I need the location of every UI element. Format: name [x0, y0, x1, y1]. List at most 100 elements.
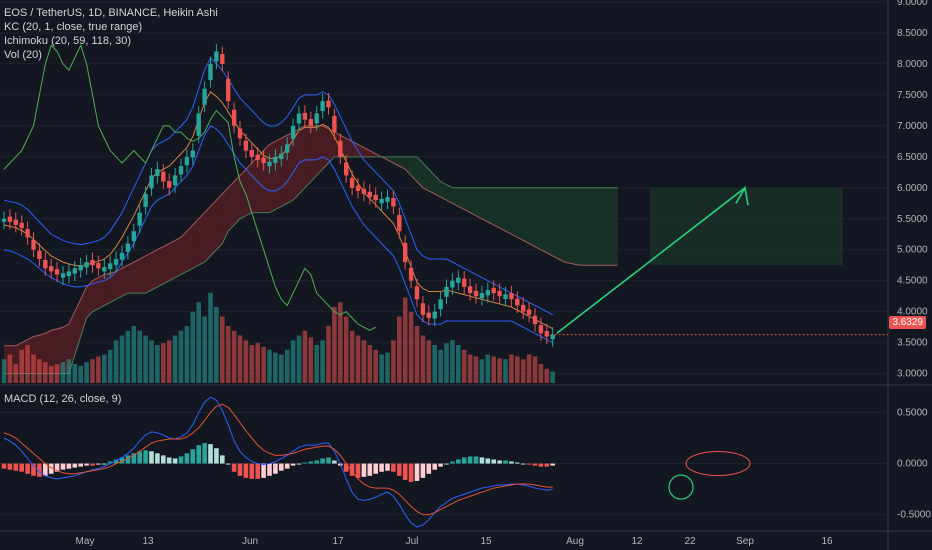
candle-body [184, 156, 190, 166]
candle-body [397, 215, 402, 232]
cloud-segment [310, 125, 317, 182]
macd-cross-circle [668, 474, 694, 500]
cloud-segment [192, 218, 199, 269]
macd-hist-bar [72, 463, 78, 468]
volume-bar [19, 349, 24, 383]
candle-body [190, 150, 195, 158]
macd-hist-bar [107, 461, 113, 464]
volume-bar [402, 297, 408, 383]
candle-body [515, 298, 520, 306]
macd-hist-bar [37, 463, 42, 477]
volume-bar [196, 302, 201, 383]
cloud-segment [411, 156, 417, 182]
candle-body [108, 263, 113, 269]
cloud-segment [299, 125, 305, 194]
volume-bar [432, 345, 437, 383]
volume-bar [102, 354, 107, 383]
macd-hist-bar [273, 463, 278, 474]
cloud-segment [481, 187, 488, 222]
candle-body [249, 150, 254, 157]
cloud-segment [133, 259, 140, 294]
volume-bar [37, 359, 42, 383]
macd-hist-bar [538, 463, 544, 467]
macd-hist-bar [526, 463, 532, 465]
volume-bar [414, 326, 420, 383]
candle-body [462, 278, 467, 287]
candle-body [338, 140, 343, 157]
candle-body [125, 243, 131, 252]
volume-bar [408, 311, 414, 383]
cloud-segment [546, 187, 553, 256]
macd-hist-bar [432, 463, 437, 470]
volume-bar [461, 349, 467, 383]
volume-bar [550, 371, 555, 383]
volume-bar [184, 326, 190, 383]
candle-body [1, 218, 7, 222]
macd-hist-bar [137, 451, 142, 464]
cloud-segment [293, 128, 299, 201]
volume-bar [225, 326, 231, 383]
candle-body [379, 198, 384, 204]
symbol-title: EOS / TetherUS, 1D, BINANCE, Heikin Ashi [4, 7, 218, 19]
volume-bar [161, 343, 166, 383]
cloud-segment [446, 184, 453, 204]
cloud-segment [181, 231, 187, 275]
candle-body [332, 115, 337, 133]
price-axis-label: 5.0000 [897, 245, 928, 256]
cloud-segment [564, 187, 571, 264]
price-axis-label: 3.0000 [897, 369, 928, 380]
macd-hist-bar [308, 461, 314, 464]
kc-legend: KC (20, 1, close, true range) [4, 21, 143, 33]
macd-title: MACD (12, 26, close, 9) [4, 393, 122, 405]
macd-hist-bar [78, 463, 83, 467]
cloud-segment [493, 187, 500, 229]
kc-upper [3, 56, 553, 316]
volume-bar [326, 326, 331, 383]
kc-lower [3, 125, 553, 344]
cloud-segment [92, 277, 99, 312]
candle-body [196, 113, 201, 136]
macd-hist-bar [125, 455, 131, 464]
macd-hist-bar [161, 455, 166, 464]
arrow-head [735, 185, 749, 206]
candle-body [143, 194, 148, 208]
macd-axis-label: 0.0000 [897, 459, 928, 470]
macd-hist-bar [391, 463, 396, 472]
cloud-segment [257, 150, 264, 213]
candle-body [19, 222, 24, 229]
macd-hist-bar [102, 463, 107, 465]
macd-hist-bar [355, 463, 361, 478]
candle-body [78, 265, 83, 271]
volume-bar [290, 340, 296, 383]
candle-body [355, 185, 361, 191]
signal-line [3, 403, 553, 516]
cloud-segment [240, 169, 246, 219]
macd-hist-bar [66, 463, 72, 469]
macd-hist-bar [379, 463, 384, 472]
candle-body [172, 175, 178, 186]
macd-hist-bar [444, 463, 449, 465]
cloud-segment [529, 187, 535, 247]
volume-bar [355, 335, 361, 383]
time-axis-label: 13 [142, 536, 154, 547]
volume-bar [509, 354, 514, 383]
volume-bar [367, 345, 373, 383]
kc-basis [3, 91, 553, 330]
candle-body [13, 219, 18, 225]
macd-hist-bar [202, 443, 207, 464]
cloud-segment [346, 138, 353, 157]
macd-hist-bar [385, 463, 390, 471]
macd-hist-bar [249, 463, 255, 479]
candle-body [467, 286, 473, 294]
volume-bar [31, 354, 36, 383]
macd-hist-bar [166, 457, 172, 464]
cloud-segment [511, 187, 518, 238]
cloud-segment [245, 163, 252, 216]
projection-arrow [556, 187, 746, 334]
macd-hist-bar [420, 463, 426, 478]
candle-body [37, 250, 42, 260]
time-axis-label: Aug [566, 536, 584, 547]
cloud-segment [304, 125, 311, 188]
macd-legend: MACD (12, 26, close, 9) [4, 392, 121, 406]
